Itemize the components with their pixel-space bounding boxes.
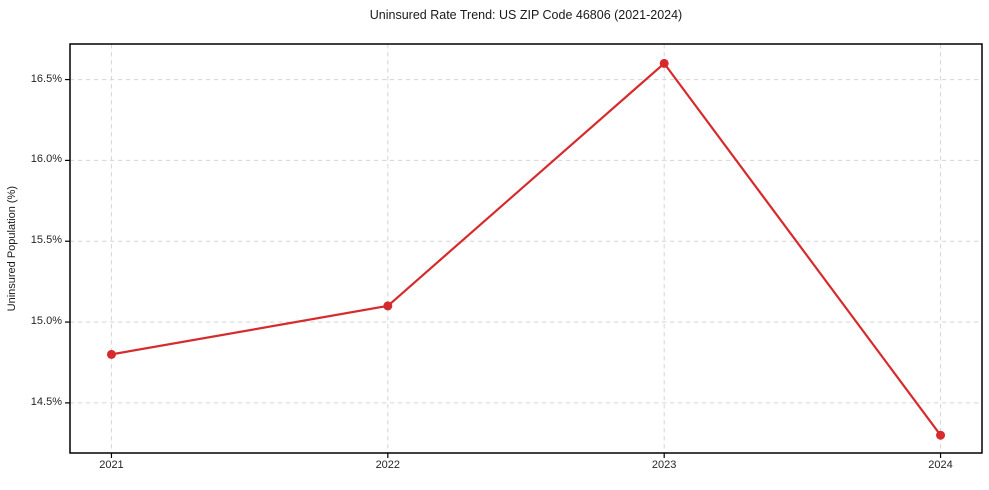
y-tick-label: 14.5% bbox=[30, 395, 62, 408]
x-tick-label: 2024 bbox=[928, 459, 953, 471]
x-tick-label: 2022 bbox=[375, 459, 401, 471]
y-tick-label: 16.0% bbox=[30, 153, 62, 166]
data-point-marker bbox=[936, 430, 946, 440]
chart-title: Uninsured Rate Trend: US ZIP Code 46806 … bbox=[369, 8, 683, 22]
y-tick-label: 16.5% bbox=[30, 72, 62, 85]
trend-line bbox=[110, 62, 942, 437]
y-tick-label: 15.0% bbox=[30, 315, 62, 328]
x-tick-label: 2021 bbox=[99, 459, 124, 471]
data-point-marker bbox=[659, 58, 669, 68]
data-point-marker bbox=[106, 349, 116, 359]
y-tick-label: 15.5% bbox=[30, 234, 62, 247]
x-tick-label: 2023 bbox=[651, 459, 677, 471]
plot-border bbox=[69, 43, 983, 454]
data-point-marker bbox=[383, 301, 393, 311]
